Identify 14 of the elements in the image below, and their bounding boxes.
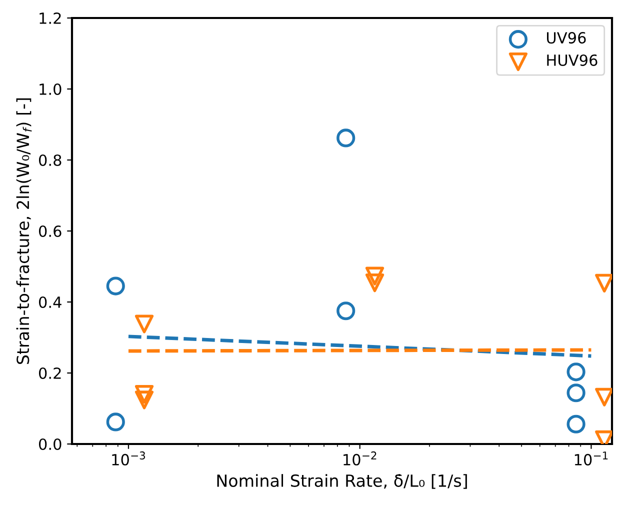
legend-label: UV96 — [547, 32, 586, 44]
y-tick-label: 0.2 — [38, 367, 61, 380]
y-tick-label: 1.2 — [40, 12, 61, 24]
y-tick-label: 0.0 — [38, 438, 62, 450]
x-tick-label: 10$^{−1}$ — [574, 452, 608, 466]
y-tick-label: 0.4 — [38, 296, 62, 308]
x-tick-label: 10$^{−2}$ — [344, 451, 376, 466]
x-axis-title: Nominal Strain Rate, δ̇/L₀ [1/s] — [217, 474, 467, 489]
y-tick-label: 0.6 — [38, 225, 62, 238]
y-axis-title: Strain-to-fracture, 2ln(W₀/W$_{f}$) [-] — [16, 98, 32, 364]
x-tick-label: 10$^{−3}$ — [112, 451, 146, 466]
legend-label: HUV96 — [547, 54, 598, 66]
y-tick-label: 0.8 — [38, 154, 62, 166]
y-tick-label: 1.0 — [40, 83, 62, 96]
